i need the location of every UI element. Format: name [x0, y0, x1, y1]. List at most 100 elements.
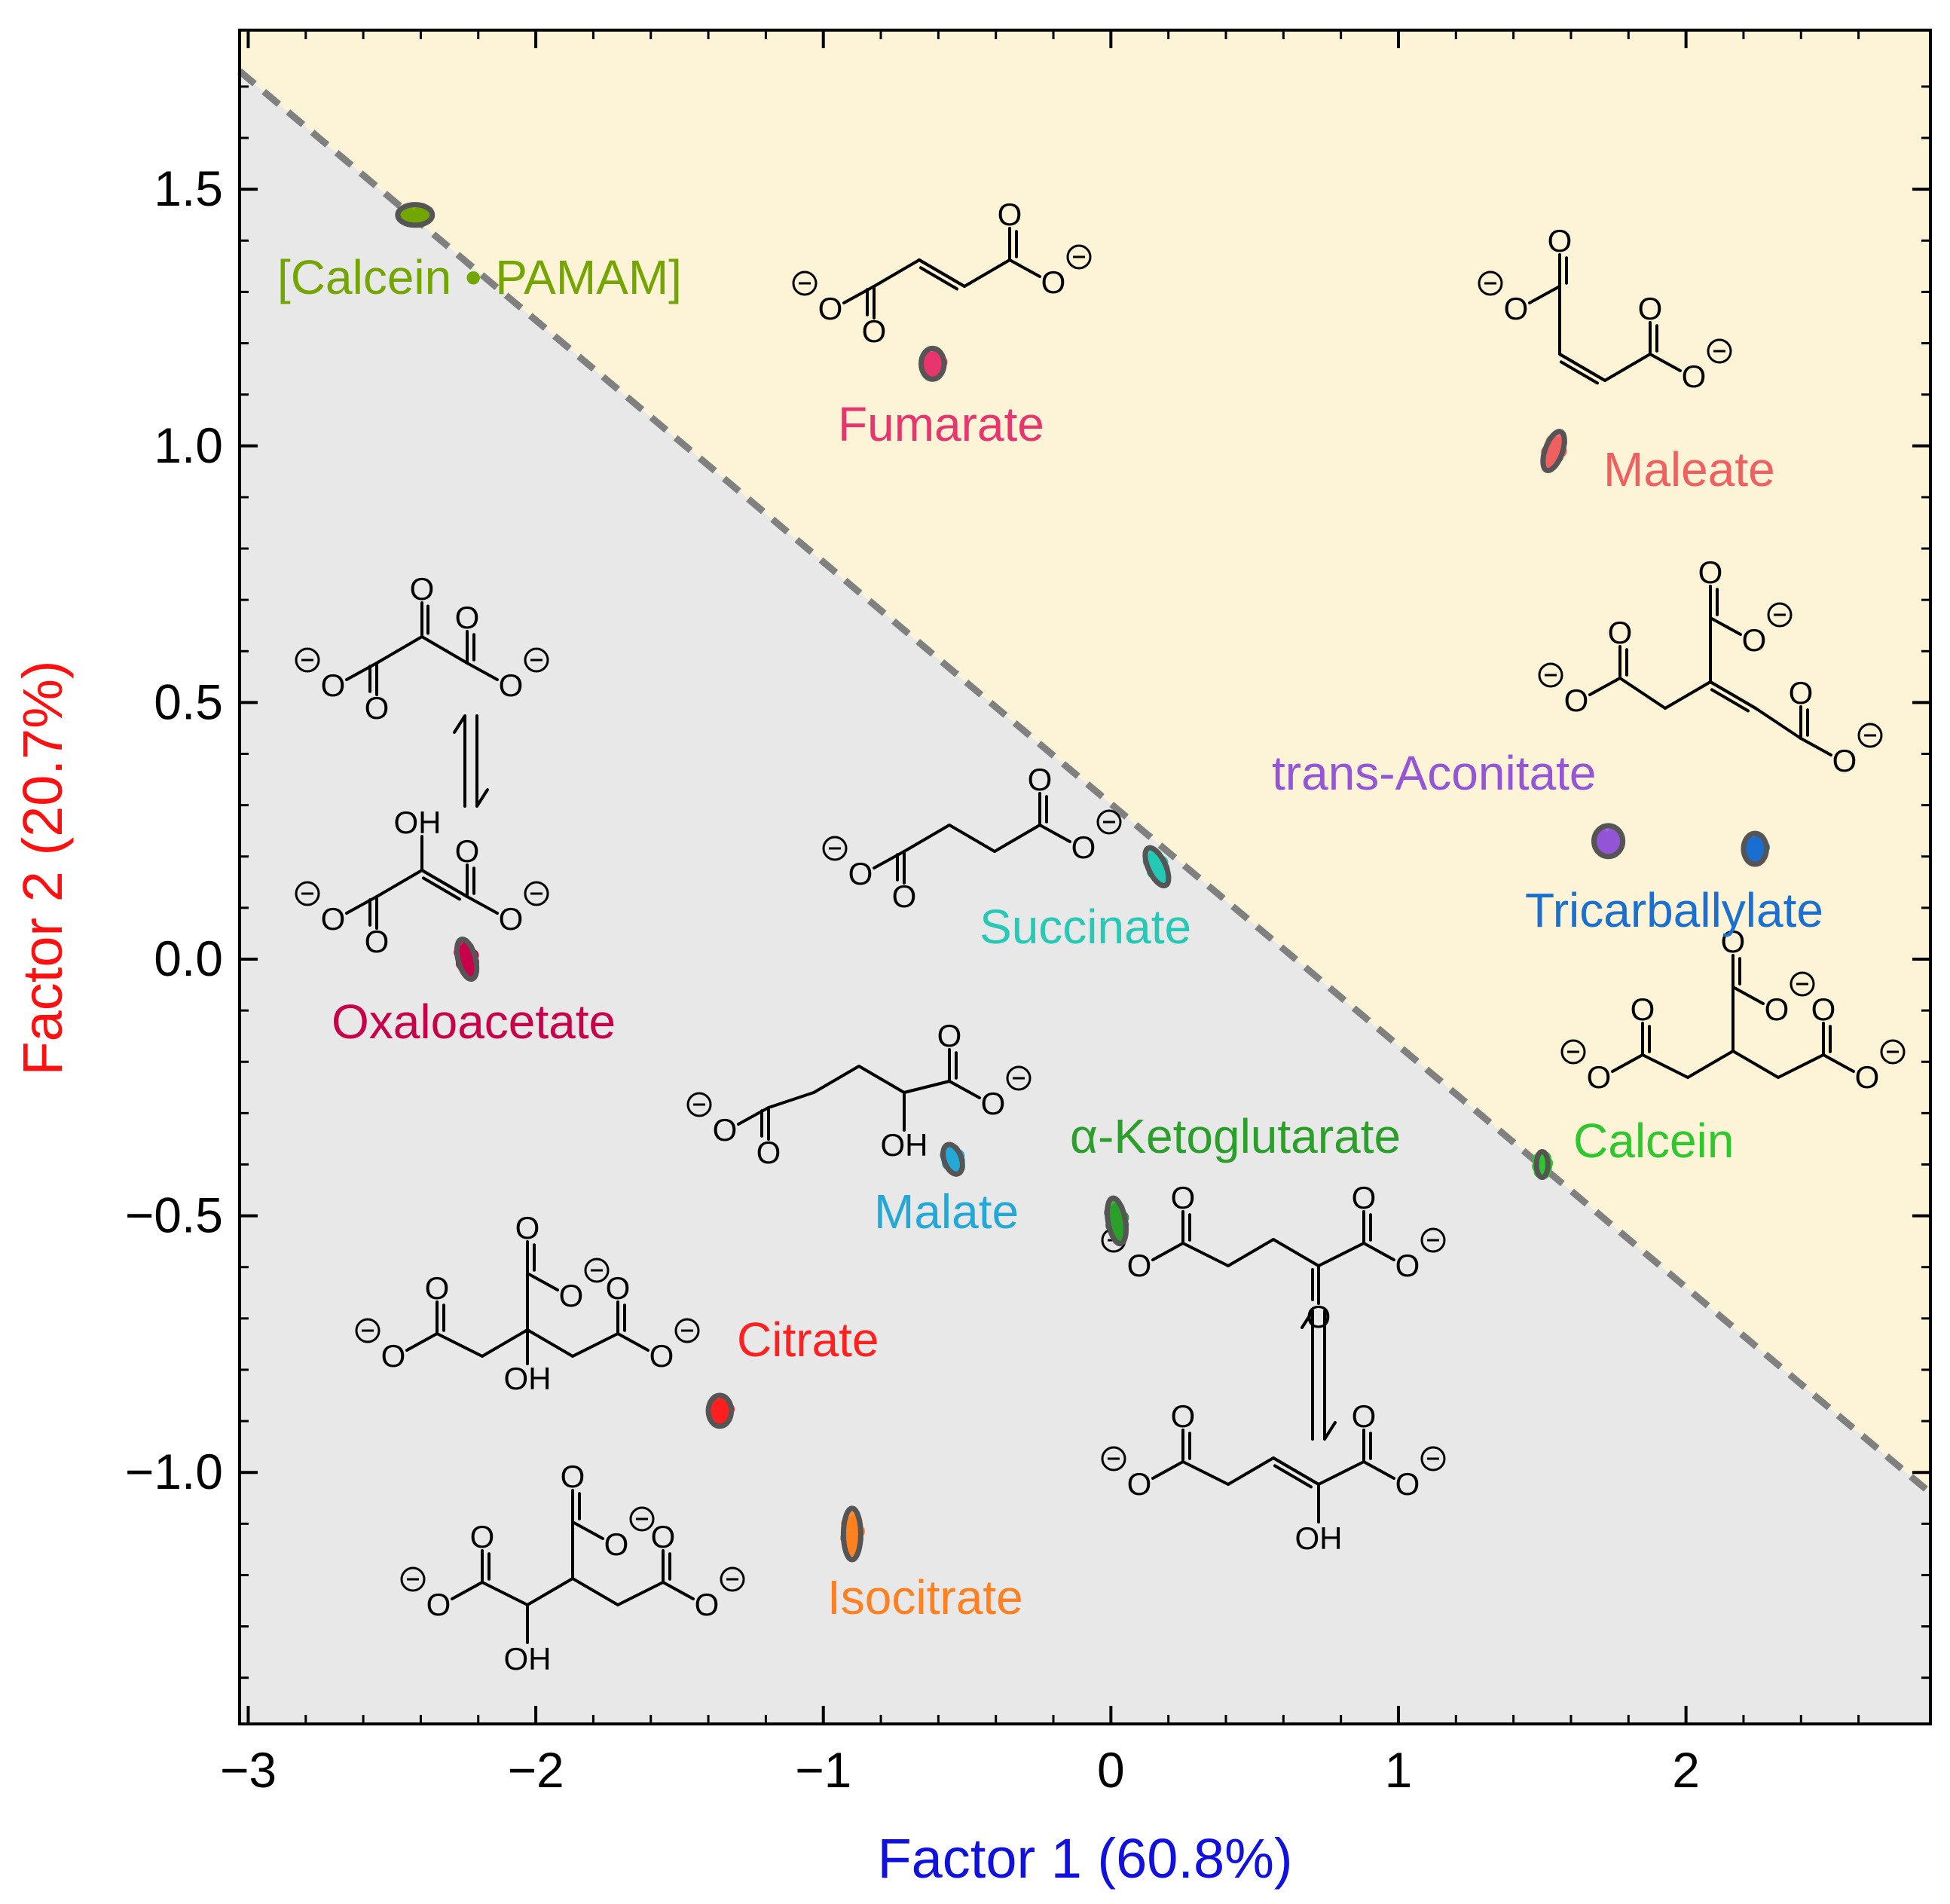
bond — [1611, 1053, 1644, 1073]
boundary-line — [237, 69, 1933, 1496]
label-maleate: Maleate — [1603, 442, 1775, 497]
atom-label: O — [1127, 1248, 1152, 1283]
atom-label: O — [1638, 291, 1663, 326]
y-tick-label: 1.5 — [154, 160, 223, 216]
atom-label: O — [1352, 1398, 1377, 1434]
negative-charge-icon — [524, 647, 549, 673]
atom-label: O — [1171, 1180, 1196, 1215]
atom-label: O — [1742, 622, 1767, 658]
atom-label: OH — [504, 1361, 552, 1396]
atom-label: O — [410, 571, 435, 607]
bond — [420, 869, 469, 898]
bond — [1151, 1460, 1184, 1480]
atom-label: O — [651, 1519, 676, 1554]
atom-label: O — [1071, 830, 1096, 865]
atom-label: O — [1028, 762, 1053, 797]
bond — [1272, 1456, 1320, 1486]
atom-label: O — [1395, 1248, 1420, 1283]
atom-label: O — [470, 1519, 495, 1554]
atom-label: O — [1548, 223, 1573, 258]
region-upper — [240, 30, 1930, 1493]
bond — [1317, 1460, 1365, 1486]
negative-charge-icon — [686, 1092, 712, 1117]
cluster-calcein — [1532, 1148, 1554, 1181]
atom-label: O — [561, 1459, 585, 1494]
y-axis-title: Factor 2 (20.7%) — [11, 660, 74, 1075]
atom-label: O — [426, 1587, 451, 1622]
atom-label: O — [559, 1278, 584, 1313]
structure-maleate: OO OO — [1478, 223, 1732, 394]
bond — [1362, 1460, 1395, 1480]
bond — [737, 1106, 770, 1126]
x-axis-title: Factor 1 (60.8%) — [877, 1827, 1292, 1890]
atom-label: O — [1352, 1180, 1377, 1215]
bond — [903, 1080, 951, 1094]
negative-charge-icon — [1880, 1039, 1906, 1065]
atom-label: O — [1682, 359, 1707, 394]
negative-charge-icon — [295, 881, 320, 906]
confidence-ellipse — [1741, 830, 1769, 867]
negative-charge-icon — [1707, 338, 1732, 364]
atom-label: O — [455, 600, 480, 635]
confidence-ellipse — [395, 202, 436, 228]
negative-charge-icon — [400, 1566, 426, 1592]
atom-label: O — [981, 1086, 1006, 1121]
bond — [1709, 680, 1757, 710]
bond — [1151, 1242, 1184, 1261]
bond — [1323, 1310, 1337, 1441]
atom-label: O — [1171, 1398, 1196, 1434]
negative-charge-icon — [1006, 1065, 1032, 1091]
y-tick-label: 0.0 — [154, 931, 223, 986]
atom-label: O — [381, 1338, 406, 1374]
bond — [345, 662, 378, 681]
atom-label: O — [425, 1270, 450, 1306]
atom-label: O — [818, 291, 843, 326]
atom-label: O — [1587, 1059, 1612, 1095]
bond — [1558, 353, 1606, 382]
negative-charge-icon — [792, 270, 818, 296]
bond — [571, 1332, 619, 1358]
cluster-isocitrate — [840, 1505, 865, 1563]
bond — [1731, 986, 1765, 1005]
atom-label: O — [1041, 264, 1066, 300]
atom-label: O — [998, 197, 1022, 232]
bond — [812, 1065, 906, 1094]
negative-charge-icon — [295, 647, 320, 673]
atom-label: OH — [504, 1641, 552, 1676]
bond — [526, 1272, 559, 1291]
x-tick-label: −1 — [795, 1742, 851, 1798]
bond — [842, 285, 876, 304]
atom-label: O — [455, 833, 480, 869]
confidence-ellipse — [454, 937, 480, 982]
x-tick-label: −2 — [507, 1742, 564, 1798]
confidence-ellipse — [940, 1141, 965, 1177]
x-tick-label: 0 — [1097, 1742, 1125, 1798]
negative-charge-icon — [584, 1258, 610, 1283]
label-oxaloacetate: Oxaloacetate — [332, 995, 616, 1049]
atom-label: O — [1855, 1059, 1880, 1095]
atom-label: O — [606, 1270, 631, 1306]
negative-charge-icon — [1538, 662, 1563, 688]
bond — [1618, 677, 1667, 710]
bond — [1649, 353, 1682, 372]
equilibrium-arrow-icon — [1301, 1310, 1337, 1441]
atom-label: O — [1765, 992, 1790, 1027]
negative-charge-icon — [629, 1506, 655, 1532]
double-bond — [421, 876, 461, 901]
bond — [903, 824, 1041, 853]
negative-charge-icon — [1066, 244, 1092, 270]
atom-label: OH — [881, 1127, 928, 1163]
atom-label: O — [892, 879, 917, 914]
atom-label: O — [499, 901, 524, 937]
bond — [453, 714, 466, 808]
bond — [1317, 1242, 1365, 1267]
cluster--calcein-pamam- — [395, 202, 436, 228]
bond — [1709, 616, 1742, 636]
atom-label: O — [862, 313, 887, 349]
atom-label: O — [1504, 291, 1529, 326]
